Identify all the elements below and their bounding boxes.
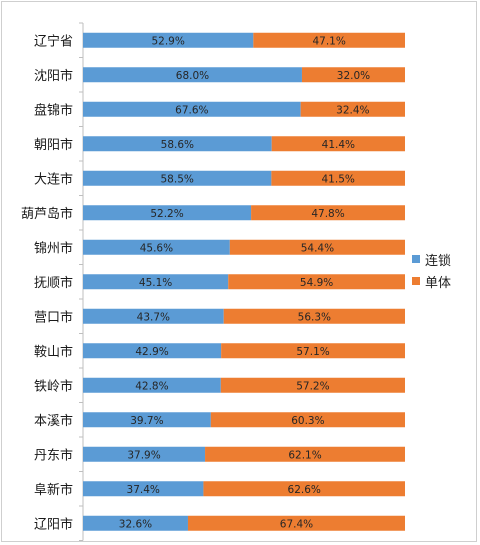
data-label: 39.7% bbox=[130, 415, 163, 427]
category-label: 大连市 bbox=[34, 171, 73, 187]
bar-segment-single bbox=[220, 377, 405, 393]
bar-segment-single bbox=[253, 32, 405, 48]
legend-swatch-chain bbox=[412, 255, 420, 263]
data-label: 67.6% bbox=[175, 104, 208, 116]
bar-segment-single bbox=[203, 481, 405, 497]
bar-segment-single bbox=[205, 446, 405, 462]
bar-segment-single bbox=[300, 101, 405, 117]
bar-segment-single bbox=[187, 515, 405, 531]
data-label: 42.8% bbox=[135, 380, 168, 392]
data-label: 42.9% bbox=[135, 346, 168, 358]
category-label: 辽宁省 bbox=[34, 33, 73, 49]
bar-segment-chain bbox=[83, 343, 222, 359]
bar-segment-chain bbox=[83, 205, 252, 221]
bar-segment-chain bbox=[83, 101, 301, 117]
chart-legend: 连锁 单体 bbox=[412, 248, 451, 292]
data-label: 41.5% bbox=[322, 173, 355, 185]
data-label: 47.1% bbox=[312, 35, 345, 47]
data-label: 62.1% bbox=[288, 449, 321, 461]
bar-segment-chain bbox=[83, 136, 272, 152]
category-label: 本溪市 bbox=[34, 413, 73, 429]
data-label: 32.6% bbox=[119, 518, 152, 530]
bar-segment-chain bbox=[83, 274, 229, 290]
data-label: 37.4% bbox=[127, 484, 160, 496]
category-label: 辽阳市 bbox=[34, 516, 73, 532]
bar-segment-single bbox=[271, 170, 405, 186]
data-label: 47.8% bbox=[311, 208, 344, 220]
legend-swatch-single bbox=[412, 277, 420, 285]
bar-segment-single bbox=[221, 343, 405, 359]
bar-segment-chain bbox=[83, 412, 211, 428]
data-label: 45.6% bbox=[140, 242, 173, 254]
data-label: 54.4% bbox=[301, 242, 334, 254]
bar-segment-chain bbox=[83, 377, 221, 393]
data-label: 54.9% bbox=[300, 277, 333, 289]
legend-label-single: 单体 bbox=[425, 275, 452, 291]
bar-segment-single bbox=[271, 136, 405, 152]
data-label: 41.4% bbox=[322, 139, 355, 151]
bar-segment-single bbox=[210, 412, 405, 428]
bar-segment-chain bbox=[83, 32, 254, 48]
category-label: 丹东市 bbox=[34, 447, 73, 463]
bar-segment-single bbox=[228, 274, 405, 290]
bar-segment-single bbox=[301, 67, 405, 83]
data-label: 32.0% bbox=[337, 70, 370, 82]
category-label: 抚顺市 bbox=[34, 275, 73, 291]
category-label: 铁岭市 bbox=[34, 378, 73, 394]
category-label: 锦州市 bbox=[34, 240, 73, 256]
category-label: 朝阳市 bbox=[34, 137, 73, 153]
legend-label-chain: 连锁 bbox=[425, 253, 452, 269]
bar-segment-chain bbox=[83, 308, 224, 324]
category-label: 鞍山市 bbox=[34, 344, 73, 360]
bar-segment-chain bbox=[83, 515, 188, 531]
category-label: 营口市 bbox=[34, 309, 73, 325]
bar-segment-single bbox=[251, 205, 405, 221]
bar-segment-chain bbox=[83, 170, 272, 186]
data-label: 58.6% bbox=[161, 139, 194, 151]
data-label: 60.3% bbox=[291, 415, 324, 427]
data-label: 45.1% bbox=[139, 277, 172, 289]
data-label: 57.1% bbox=[296, 346, 329, 358]
bar-segment-chain bbox=[83, 239, 230, 255]
data-label: 56.3% bbox=[298, 311, 331, 323]
category-label: 葫芦岛市 bbox=[21, 206, 73, 222]
legend-item-chain: 连锁 bbox=[412, 248, 451, 270]
bar-segment-chain bbox=[83, 481, 204, 497]
category-label: 沈阳市 bbox=[34, 68, 73, 84]
data-label: 67.4% bbox=[280, 518, 313, 530]
data-label: 68.0% bbox=[176, 70, 209, 82]
data-label: 58.5% bbox=[161, 173, 194, 185]
data-label: 43.7% bbox=[137, 311, 170, 323]
data-label: 57.2% bbox=[296, 380, 329, 392]
category-label: 盘锦市 bbox=[34, 102, 73, 118]
bar-segment-single bbox=[223, 308, 405, 324]
data-label: 52.2% bbox=[150, 208, 183, 220]
data-label: 32.4% bbox=[336, 104, 369, 116]
bar-segment-single bbox=[229, 239, 405, 255]
bar-segment-chain bbox=[83, 446, 206, 462]
data-label: 37.9% bbox=[127, 449, 160, 461]
legend-item-single: 单体 bbox=[412, 270, 451, 292]
bar-segment-chain bbox=[83, 67, 302, 83]
data-label: 52.9% bbox=[151, 35, 184, 47]
category-label: 阜新市 bbox=[34, 482, 73, 498]
data-label: 62.6% bbox=[288, 484, 321, 496]
